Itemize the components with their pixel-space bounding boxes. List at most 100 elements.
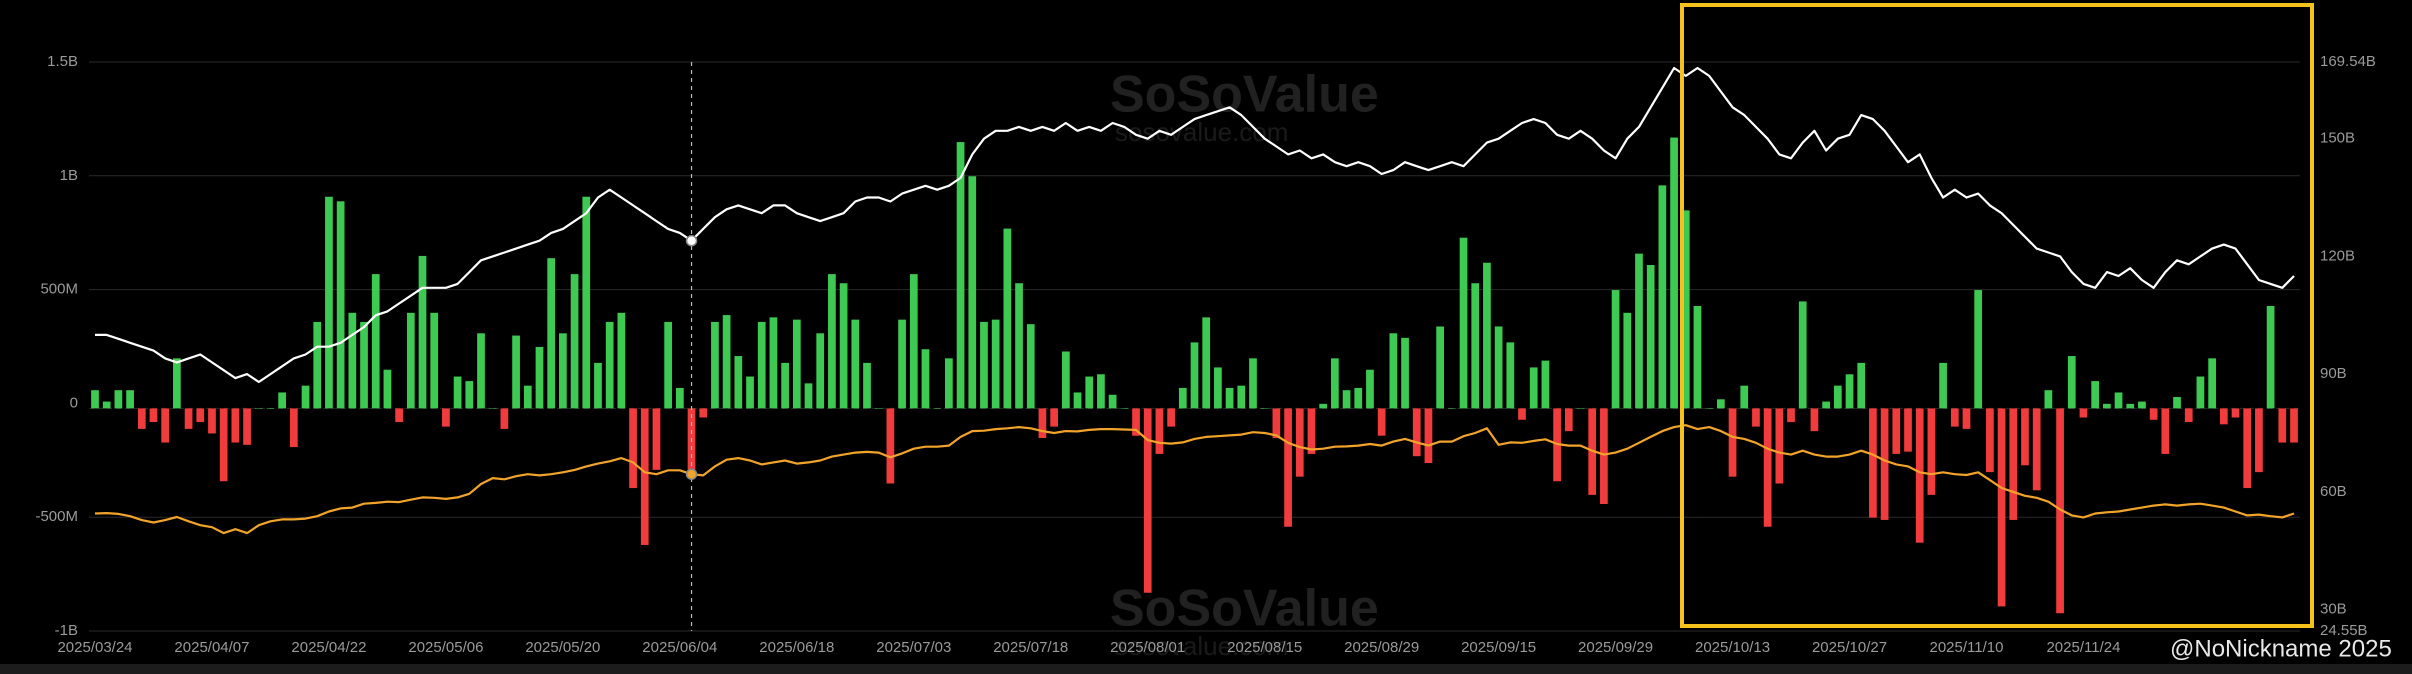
- bar: [465, 381, 474, 409]
- bar: [1108, 394, 1117, 409]
- y2-tick-label: 169.54B: [2320, 53, 2376, 70]
- bar: [1202, 317, 1211, 409]
- bar: [2255, 408, 2263, 473]
- bar: [1026, 324, 1035, 409]
- bar: [1319, 403, 1328, 409]
- bar: [2067, 356, 2076, 409]
- bar: [114, 390, 123, 409]
- bar: [1904, 408, 1912, 452]
- bar: [1986, 408, 1994, 473]
- bar: [137, 408, 146, 429]
- bar: [2184, 408, 2193, 423]
- bar: [898, 319, 906, 409]
- bar: [512, 335, 520, 409]
- bar: [1600, 408, 1608, 504]
- bar: [2208, 358, 2216, 409]
- bar: [980, 321, 988, 409]
- bar: [1003, 228, 1012, 409]
- bar: [231, 408, 240, 443]
- bar: [149, 408, 158, 423]
- y-tick-label: 1.5B: [47, 53, 78, 70]
- x-tick-label: 2025/11/10: [1930, 639, 2004, 656]
- x-tick-label: 2025/08/01: [1110, 639, 1185, 656]
- bar: [1576, 408, 1585, 409]
- bar: [2173, 397, 2181, 409]
- bar: [1389, 333, 1398, 409]
- bar: [1646, 265, 1655, 409]
- bar: [1447, 408, 1456, 409]
- x-tick-label: 2025/06/18: [759, 639, 834, 656]
- y2-tick-label: 150B: [2320, 130, 2355, 147]
- bar: [161, 408, 170, 443]
- bar: [617, 312, 626, 409]
- bar: [1635, 253, 1643, 409]
- bar: [734, 356, 743, 409]
- bar: [406, 312, 415, 409]
- bar: [956, 142, 965, 409]
- bar: [1658, 185, 1667, 409]
- bar: [1927, 408, 1936, 495]
- bar: [1272, 408, 1281, 438]
- bar: [605, 321, 614, 409]
- bar: [383, 369, 392, 409]
- x-tick-label: 2025/09/15: [1461, 639, 1536, 656]
- bar: [1038, 408, 1047, 438]
- plot: -1B -500M 0 500M 1B 1.5B 24.55B 30B 60B 90B 120B 15…: [35, 53, 2375, 656]
- line: [94, 424, 2295, 535]
- x-tick-label: 2025/08/29: [1344, 639, 1419, 656]
- bar: [1833, 385, 1842, 409]
- x-tick-label: 2025/04/22: [291, 639, 366, 656]
- bar: [336, 201, 345, 409]
- bar: [173, 358, 181, 409]
- bar: [2161, 408, 2170, 454]
- credit: @NoNickname 2025: [2170, 635, 2392, 662]
- bar: [1752, 408, 1760, 427]
- bar: [1950, 408, 1959, 427]
- x-tick-label: 2025/05/06: [408, 639, 483, 656]
- bar: [1424, 408, 1433, 464]
- y-tick-label: 1B: [60, 167, 78, 184]
- bar: [828, 274, 836, 409]
- bar: [2219, 408, 2228, 425]
- bar: [278, 392, 287, 409]
- bar: [184, 408, 193, 429]
- bar: [1693, 305, 1702, 409]
- bar: [886, 408, 895, 484]
- bar: [289, 408, 298, 448]
- bar: [945, 358, 953, 409]
- bar: [1097, 374, 1105, 409]
- x-tick-label: 2025/11/24: [2046, 639, 2120, 656]
- bar: [570, 274, 579, 409]
- bar: [1249, 358, 1257, 409]
- bar: [1132, 408, 1140, 436]
- bar: [2149, 408, 2158, 420]
- bar: [1401, 337, 1409, 409]
- bar: [2091, 381, 2100, 409]
- bar: [1483, 262, 1491, 409]
- bar: [1085, 376, 1094, 409]
- bar: [1436, 326, 1444, 409]
- bar: [874, 408, 883, 409]
- bar: [792, 319, 801, 409]
- bar: [395, 408, 403, 423]
- bar: [781, 362, 789, 409]
- bar: [1506, 342, 1515, 409]
- bar: [1494, 326, 1503, 409]
- bar: [1331, 358, 1339, 409]
- bar: [1471, 283, 1480, 409]
- bar: [1167, 408, 1175, 427]
- bar: [582, 196, 591, 409]
- bar: [804, 383, 813, 409]
- bar: [102, 401, 111, 409]
- bar: [921, 349, 930, 409]
- bar: [851, 319, 860, 409]
- bar: [477, 333, 485, 409]
- bar: [1342, 390, 1351, 409]
- bar: [2243, 408, 2252, 489]
- bar: [254, 408, 263, 409]
- bar: [1354, 387, 1363, 409]
- bar: [442, 408, 450, 427]
- bar: [2009, 408, 2018, 520]
- y2-tick-label: 30B: [2320, 601, 2347, 618]
- bar: [746, 376, 754, 409]
